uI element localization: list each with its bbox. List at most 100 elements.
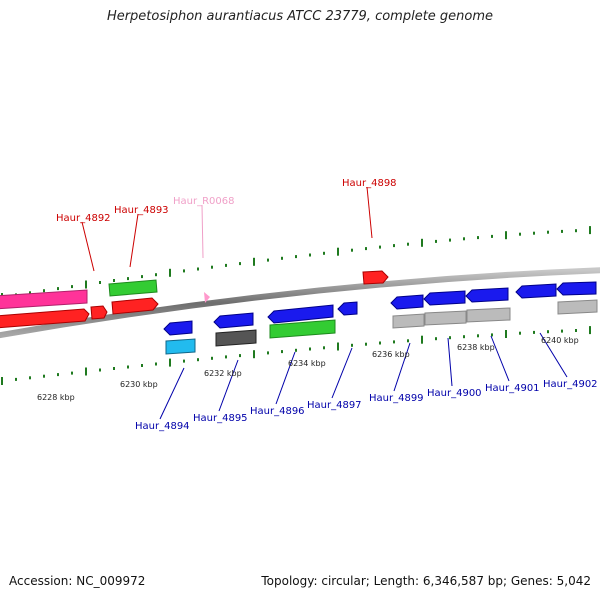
scale-label: 6236 kbp	[372, 350, 410, 359]
minor-tick	[113, 279, 115, 282]
gene-feature[interactable]	[515, 283, 557, 299]
gene-feature[interactable]	[165, 338, 196, 355]
gene-feature[interactable]	[0, 289, 88, 310]
gene-label[interactable]: Haur_4895	[193, 413, 248, 424]
major-tick	[337, 342, 339, 351]
minor-tick	[43, 289, 45, 293]
major-tick	[505, 231, 507, 240]
minor-tick	[239, 354, 241, 358]
gene-feature[interactable]	[215, 329, 257, 347]
minor-tick	[449, 238, 451, 242]
gene-feature[interactable]	[213, 312, 254, 329]
minor-tick	[561, 329, 563, 333]
gene-feature[interactable]	[111, 297, 159, 315]
minor-tick	[113, 367, 115, 370]
major-tick	[589, 226, 591, 235]
major-tick	[505, 330, 507, 338]
scale-label: 6234 kbp	[288, 359, 326, 368]
minor-tick	[365, 342, 367, 346]
gene-label[interactable]: Haur_4893	[114, 205, 169, 216]
leader-line	[331, 347, 353, 399]
leader-line	[81, 221, 95, 272]
minor-tick	[547, 230, 549, 234]
gene-feature[interactable]	[108, 279, 158, 297]
minor-tick	[155, 362, 157, 366]
major-tick	[589, 326, 591, 335]
gene-feature[interactable]	[362, 270, 389, 285]
major-tick	[85, 280, 87, 289]
minor-tick	[71, 371, 73, 375]
gene-feature[interactable]	[466, 307, 511, 323]
gene-feature[interactable]	[269, 319, 336, 339]
gene-feature[interactable]	[163, 320, 193, 336]
minor-tick	[533, 330, 535, 334]
gene-label[interactable]: Haur_4897	[307, 400, 362, 411]
minor-tick	[267, 258, 269, 262]
gene-label[interactable]: Haur_4898	[342, 178, 397, 189]
gene-label[interactable]: Haur_4896	[250, 406, 305, 417]
minor-tick	[435, 239, 437, 243]
leader-line	[201, 204, 204, 259]
gene-label[interactable]: Haur_4900	[427, 388, 482, 399]
rna-feature[interactable]	[204, 292, 210, 303]
minor-tick	[309, 347, 311, 351]
minor-tick	[547, 330, 549, 334]
minor-tick	[183, 269, 185, 273]
minor-tick	[393, 244, 395, 248]
minor-tick	[463, 237, 465, 241]
gene-feature[interactable]	[390, 294, 424, 310]
scale-label: 6240 kbp	[541, 336, 579, 345]
gene-label[interactable]: Haur_R0068	[173, 196, 235, 207]
minor-tick	[141, 275, 143, 279]
minor-tick	[29, 376, 31, 380]
minor-tick	[99, 368, 101, 372]
gene-feature[interactable]	[423, 290, 466, 306]
gene-feature[interactable]	[424, 310, 467, 326]
major-tick	[169, 358, 171, 367]
gene-feature[interactable]	[557, 299, 598, 315]
gene-feature[interactable]	[0, 308, 90, 329]
minor-tick	[323, 346, 325, 350]
gene-label[interactable]: Haur_4894	[135, 421, 190, 432]
major-tick	[253, 350, 255, 359]
leader-line	[447, 337, 453, 387]
gene-label[interactable]: Haur_4899	[369, 393, 424, 404]
gene-label[interactable]: Haur_4901	[485, 383, 540, 394]
gene-feature[interactable]	[337, 301, 358, 316]
leader-line	[218, 359, 239, 412]
major-tick	[169, 268, 171, 277]
minor-tick	[141, 364, 143, 367]
gene-feature[interactable]	[267, 304, 334, 324]
gene-feature[interactable]	[465, 287, 509, 303]
minor-tick	[15, 377, 17, 381]
gene-feature[interactable]	[556, 281, 597, 296]
minor-tick	[351, 343, 353, 347]
minor-tick	[267, 351, 269, 355]
minor-tick	[519, 232, 521, 236]
scale-label: 6228 kbp	[37, 393, 75, 402]
minor-tick	[463, 335, 465, 339]
gene-label[interactable]: Haur_4892	[56, 213, 111, 224]
minor-tick	[99, 281, 101, 284]
minor-tick	[309, 253, 311, 257]
gene-feature[interactable]	[392, 313, 425, 329]
minor-tick	[295, 255, 297, 259]
minor-tick	[127, 365, 129, 369]
major-tick	[337, 247, 339, 256]
minor-tick	[127, 277, 129, 281]
leader-line	[159, 367, 185, 420]
minor-tick	[225, 355, 227, 359]
map-title: Herpetosiphon aurantiacus ATCC 23779, co…	[106, 9, 494, 24]
leader-line	[490, 335, 510, 382]
minor-tick	[575, 329, 577, 332]
accession-text: Accession: NC_009972	[9, 574, 146, 588]
minor-tick	[281, 350, 283, 354]
gene-feature[interactable]	[90, 305, 108, 320]
minor-tick	[211, 265, 213, 269]
minor-tick	[519, 331, 521, 335]
gene-label[interactable]: Haur_4902	[543, 379, 598, 390]
leader-line	[366, 186, 373, 239]
minor-tick	[491, 234, 493, 238]
major-tick	[85, 367, 87, 376]
